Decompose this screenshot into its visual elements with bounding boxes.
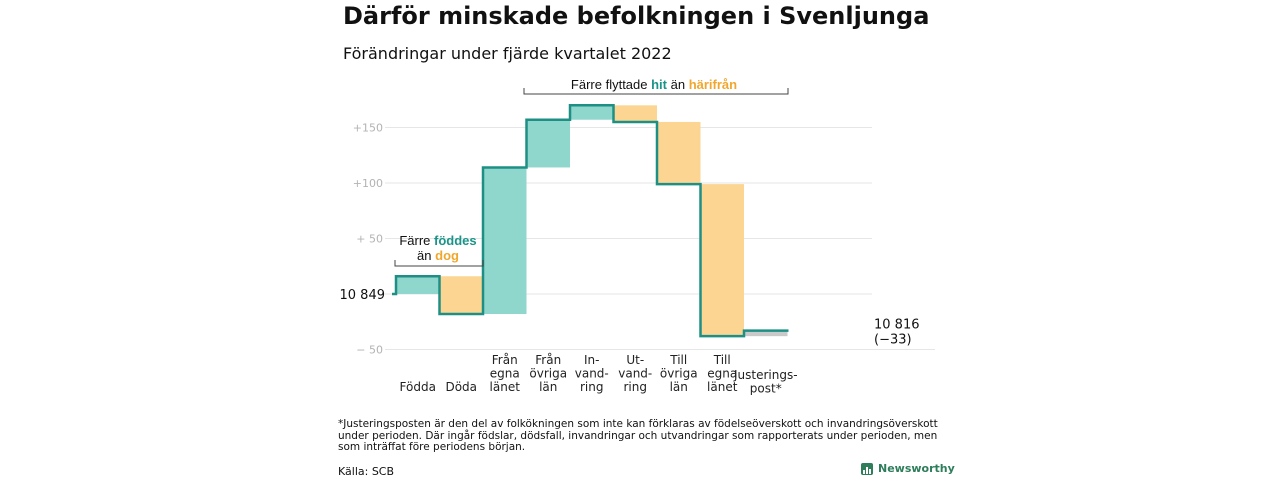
x-tick-label: länet (490, 380, 521, 394)
births-bracket (394, 260, 484, 267)
x-tick-label: Födda (400, 380, 436, 394)
x-tick-label: Från (492, 353, 518, 367)
y-tick-label: − 50 (356, 344, 383, 357)
cumulative-step-line (392, 104, 789, 338)
newsworthy-logo-icon (861, 462, 873, 475)
y-tick-label: +150 (353, 122, 383, 135)
annotation-text: än (667, 77, 689, 92)
bar-utvandring (613, 105, 657, 122)
bar-egna_ut (700, 184, 744, 337)
x-tick-label: Till (669, 353, 687, 367)
chart-title: Därför minskade befolkningen i Svenljung… (343, 2, 930, 30)
bar-ovriga_in (526, 119, 570, 168)
brand-name: Newsworthy (878, 462, 955, 475)
y-tick-label: + 50 (356, 233, 383, 246)
x-tick-label: övriga (660, 367, 698, 381)
annotation-text: Färre flyttade (571, 77, 651, 92)
births-annotation-line2: än dog (417, 248, 459, 263)
annotation-text: dog (435, 248, 459, 263)
x-tick-label: In- (584, 353, 599, 367)
x-tick-label: Döda (445, 380, 477, 394)
x-tick-label: län (670, 380, 688, 394)
births-annotation-line1: Färre föddes (399, 233, 476, 248)
x-tick-label: övriga (529, 367, 567, 381)
x-axis-labels: Födda DödaFrånegnalänetFrånövrigalänIn-va… (400, 353, 798, 396)
x-tick-label: Från (535, 353, 561, 367)
x-tick-label: egna (490, 367, 520, 381)
x-tick-label: Justerings- (733, 368, 798, 382)
bars (396, 105, 788, 337)
moves-annotation: Färre flyttade hit än härifrån (571, 77, 737, 92)
x-tick-label: länet (707, 380, 738, 394)
annotation-text: hit (651, 77, 668, 92)
x-tick-label: län (539, 380, 557, 394)
value-labels: 10 849 10 816(−33) (340, 288, 920, 348)
x-tick-label: Ut- (626, 353, 644, 367)
end-value-label: 10 816 (874, 318, 920, 333)
brand: Newsworthy (861, 462, 955, 475)
annotation-text: föddes (434, 233, 477, 248)
source-label: Källa: SCB (338, 465, 395, 478)
annotation-text: Färre (399, 233, 434, 248)
annotation-text: härifrån (689, 77, 737, 92)
bar-fodda (396, 276, 440, 294)
bar-ovriga_ut (657, 121, 701, 185)
y-axis-ticks: +150 +100 + 50 − 50 (353, 122, 383, 357)
x-tick-label: vand- (618, 367, 652, 381)
bar-justering (744, 330, 788, 337)
bar-egna_in (483, 167, 527, 314)
bar-doda (439, 276, 483, 314)
x-tick-label: vand- (575, 367, 609, 381)
bar-invandring (570, 105, 614, 120)
x-tick-label: ring (580, 380, 604, 394)
chart-subtitle: Förändringar under fjärde kvartalet 2022 (343, 44, 672, 63)
x-tick-label: ring (624, 380, 648, 394)
y-tick-label: +100 (353, 177, 383, 190)
x-tick-label: post* (750, 382, 782, 396)
step-line (392, 104, 789, 338)
moves-bracket (523, 88, 789, 95)
annotation-text: än (417, 248, 435, 263)
x-tick-label: Till (713, 353, 731, 367)
end-change-label: (−33) (874, 333, 912, 348)
footnote: *Justeringsposten är den del av folkökni… (338, 418, 938, 453)
x-tick-label: egna (707, 367, 737, 381)
start-value-label: 10 849 (340, 288, 386, 303)
